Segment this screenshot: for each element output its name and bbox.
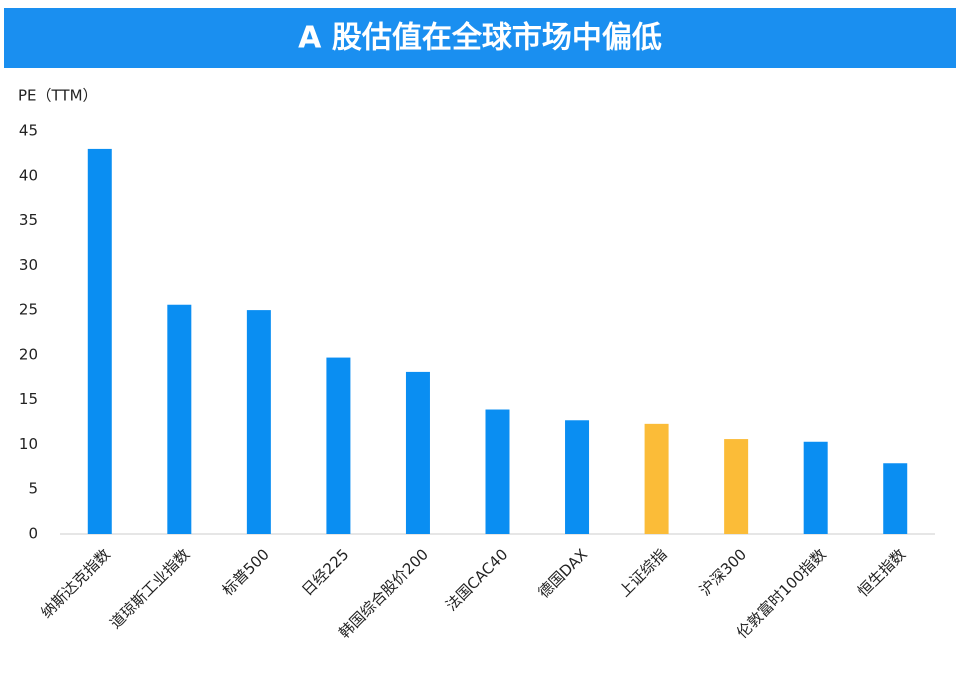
- y-axis-label: PE（TTM）: [18, 87, 98, 105]
- x-tick-label: 德国DAX: [535, 545, 591, 601]
- x-tick-label: 道琼斯工业指数: [106, 545, 193, 632]
- x-tick-label: 纳斯达克指数: [37, 545, 113, 621]
- bar: [644, 423, 669, 534]
- bar: [326, 357, 351, 534]
- x-tick-label: 法国CAC40: [442, 545, 511, 614]
- chart-title: A 股估值在全球市场中偏低: [298, 21, 662, 56]
- y-tick-label: 10: [19, 435, 38, 453]
- bar: [485, 409, 510, 534]
- bar: [167, 304, 192, 534]
- y-tick-label: 30: [19, 256, 38, 274]
- x-tick-label: 上证综指: [615, 545, 670, 600]
- title-banner: [4, 8, 956, 68]
- y-tick-label: 40: [19, 166, 38, 184]
- x-tick-label: 沪深300: [696, 545, 750, 599]
- bar: [803, 441, 828, 534]
- y-tick-label: 0: [28, 525, 38, 543]
- bar: [883, 463, 908, 534]
- y-tick-label: 45: [19, 122, 38, 140]
- y-tick-label: 20: [19, 345, 38, 363]
- x-tick-label: 恒生指数: [854, 545, 909, 600]
- y-tick-label: 15: [19, 390, 38, 408]
- bar: [87, 148, 112, 534]
- bar: [405, 371, 430, 534]
- x-tick-label: 日经225: [298, 545, 352, 599]
- bar: [724, 439, 749, 534]
- bar: [565, 420, 590, 534]
- y-tick-label: 35: [19, 211, 38, 229]
- y-tick-label: 25: [19, 301, 38, 319]
- x-tick-label: 标普500: [219, 545, 273, 599]
- bar: [246, 310, 271, 534]
- y-tick-label: 5: [28, 480, 38, 498]
